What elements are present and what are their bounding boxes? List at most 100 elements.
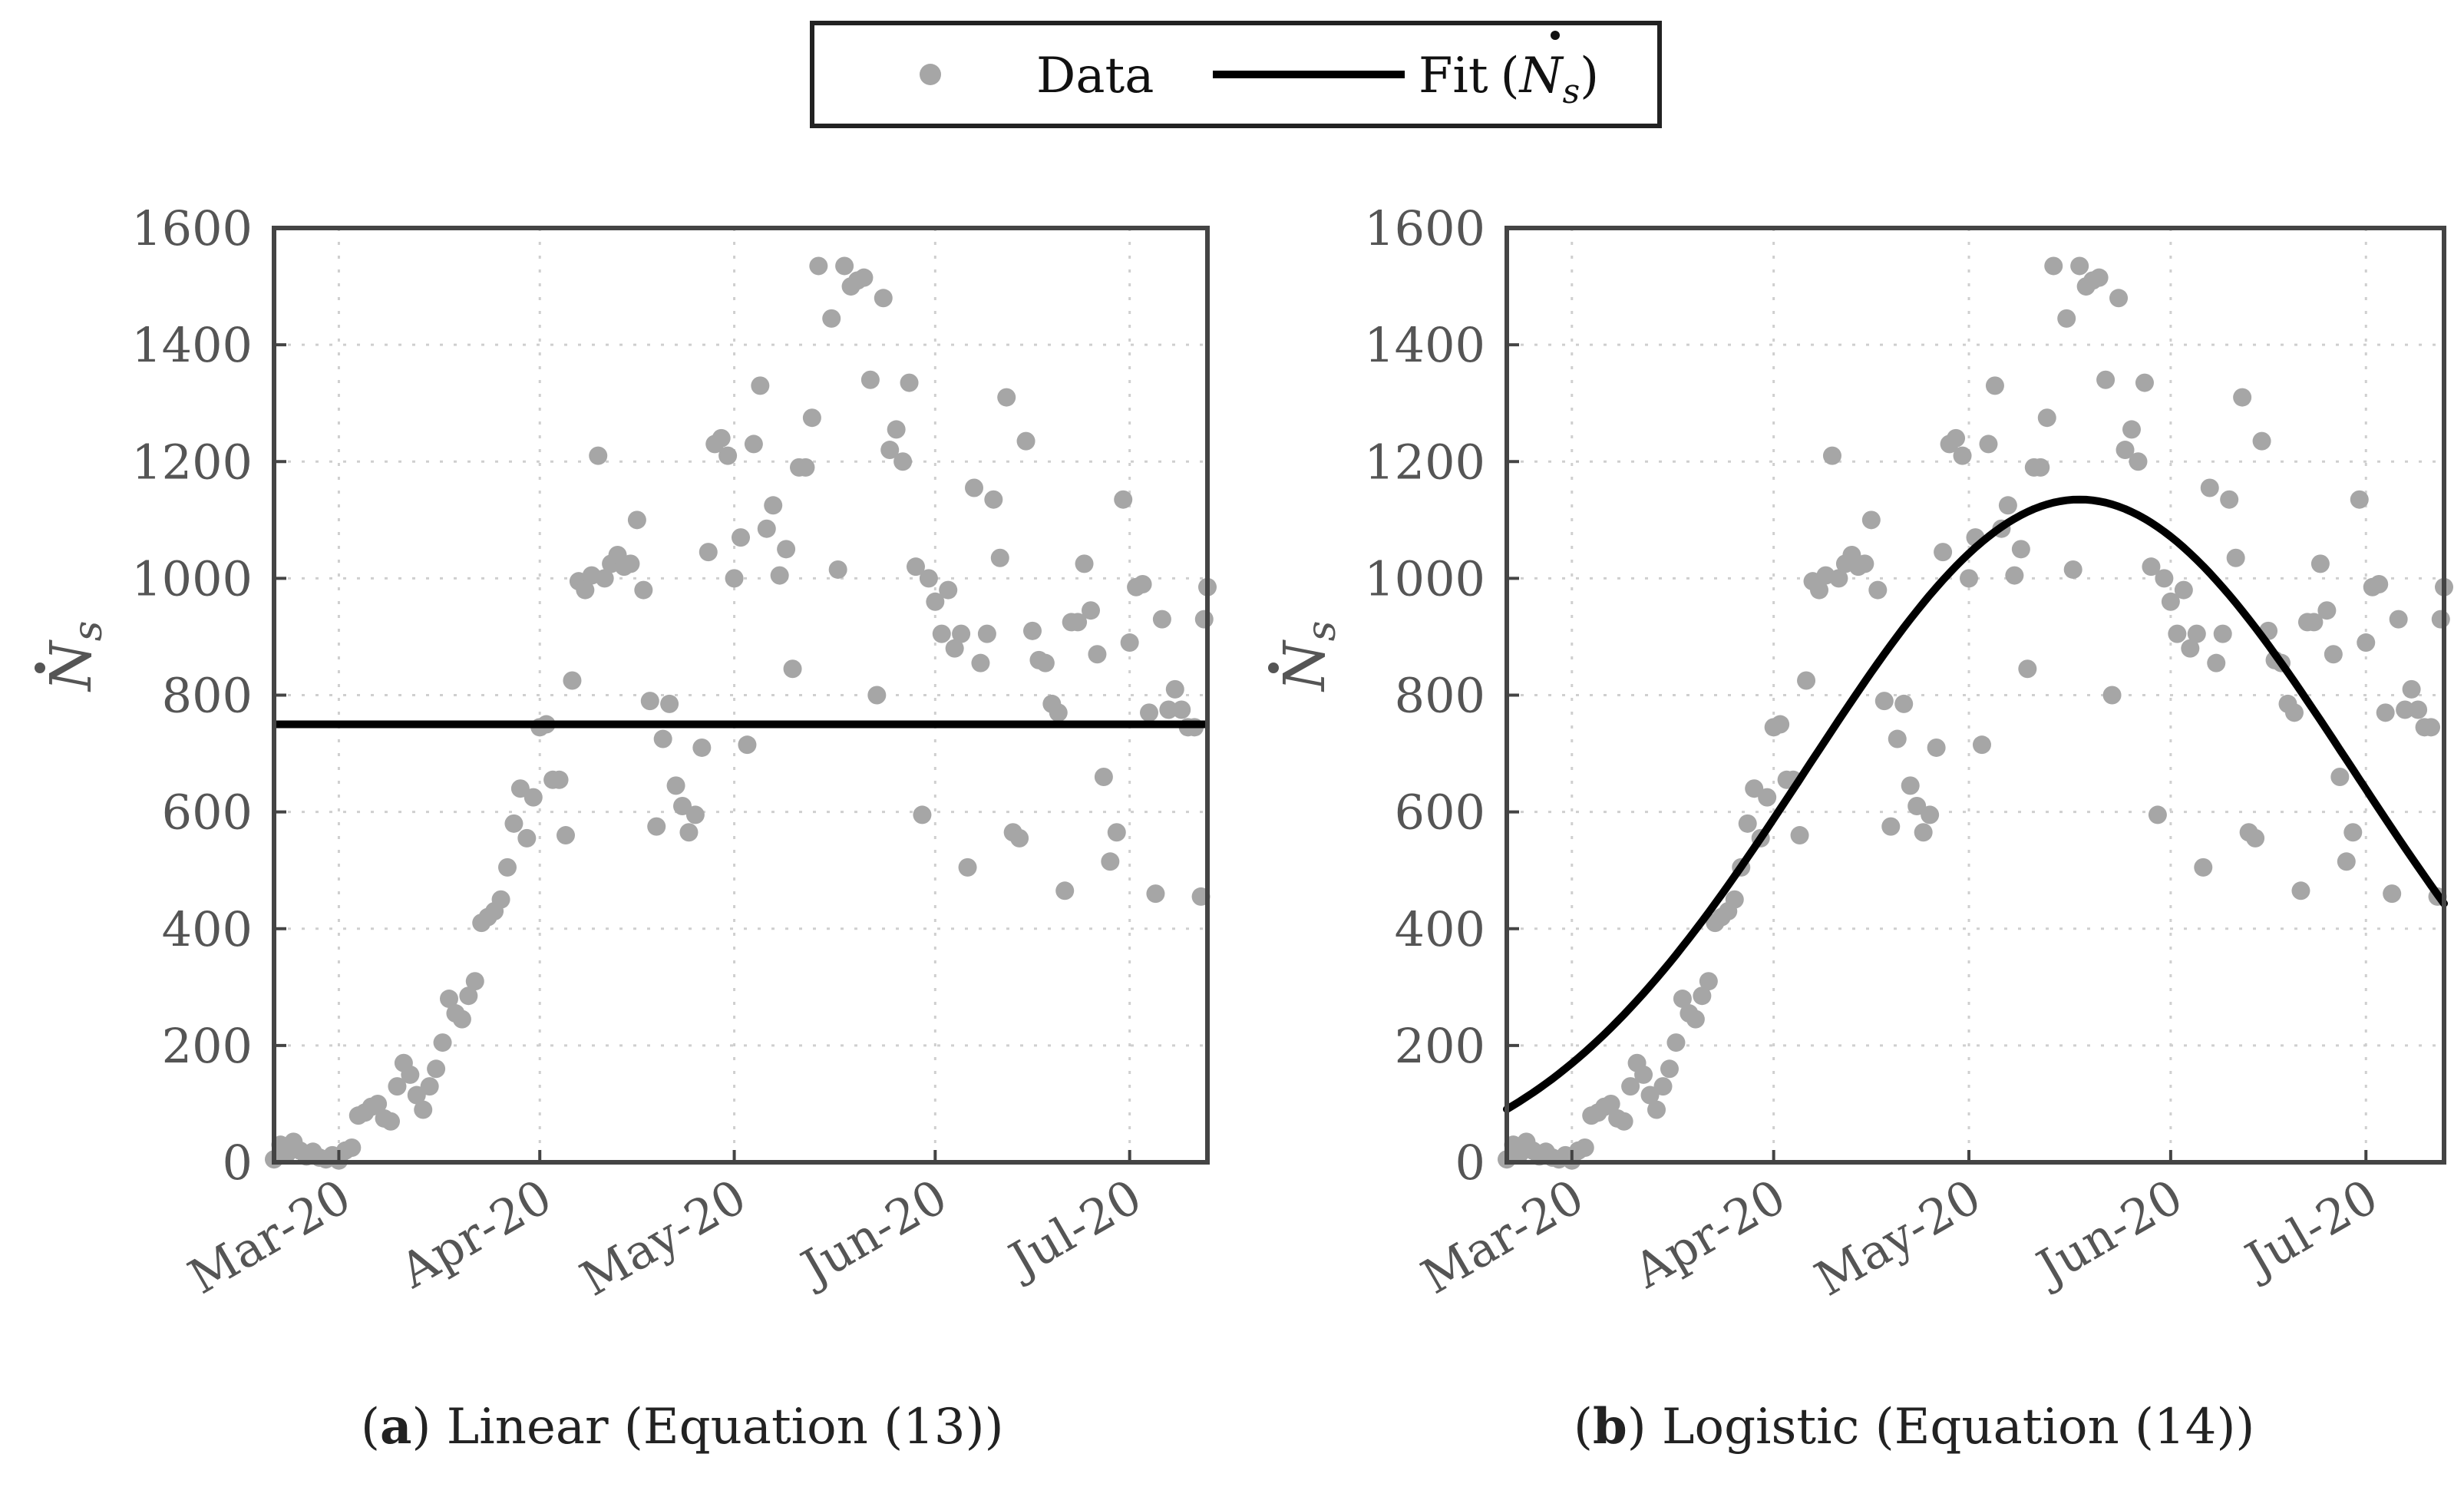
legend-fit-subscript: s (1563, 72, 1580, 111)
data-point-b-99 (2148, 805, 2167, 824)
data-point-a-126 (1088, 645, 1107, 664)
data-point-a-58 (640, 692, 659, 711)
data-point-a-102 (932, 624, 951, 643)
data-point-a-82 (796, 458, 815, 477)
data-point-a-77 (764, 496, 783, 515)
data-point-b-70 (1953, 446, 1972, 465)
data-point-a-100 (919, 569, 938, 588)
data-point-b-133 (2370, 574, 2389, 593)
data-point-a-31 (465, 972, 484, 991)
data-point-b-134 (2376, 703, 2395, 722)
y-axis-label-text-a: Ns (38, 621, 111, 692)
data-point-b-103 (2174, 580, 2193, 600)
data-point-a-61 (660, 694, 679, 713)
data-point-b-143 (2431, 610, 2450, 629)
data-point-b-86 (2063, 560, 2083, 579)
data-point-b-55 (1855, 554, 1874, 573)
y-axis-subscript-b: s (1299, 621, 1345, 642)
data-point-a-44 (550, 770, 569, 789)
legend-data-label: Data (1036, 48, 1154, 104)
data-point-a-138 (1165, 679, 1184, 699)
data-point-b-38 (1745, 779, 1764, 798)
x-tick-label-a-May-20: May-20 (571, 1168, 755, 1307)
data-point-b-137 (2396, 700, 2415, 719)
data-point-b-48 (1810, 580, 1828, 600)
data-point-a-130 (1114, 490, 1133, 509)
data-point-a-70 (718, 446, 738, 465)
y-axis-subscript-a: s (65, 621, 111, 642)
data-point-a-29 (452, 1010, 471, 1029)
data-point-a-37 (504, 814, 524, 833)
data-point-a-106 (958, 858, 977, 877)
data-point-a-95 (887, 420, 906, 439)
data-point-a-101 (926, 592, 945, 611)
data-point-b-106 (2194, 858, 2213, 877)
data-point-a-133 (1133, 574, 1152, 593)
data-point-b-91 (2096, 370, 2116, 389)
legend-fit-label: Fit (Ns) (1419, 48, 1599, 111)
y-tick-label-b-200: 200 (1395, 1018, 1485, 1074)
data-point-a-86 (828, 560, 847, 579)
data-point-b-102 (2168, 624, 2187, 643)
y-tick-label-b-1200: 1200 (1364, 434, 1485, 490)
data-point-b-97 (2135, 373, 2154, 392)
data-point-b-131 (2357, 633, 2376, 653)
data-point-b-108 (2207, 653, 2226, 672)
data-point-a-93 (874, 289, 893, 308)
data-point-b-31 (1699, 972, 1718, 991)
legend-data-marker (920, 64, 941, 85)
data-point-a-35 (491, 890, 510, 909)
data-point-a-123 (1069, 613, 1088, 632)
data-point-a-84 (809, 256, 828, 276)
data-point-b-95 (2122, 420, 2141, 439)
data-point-b-107 (2200, 478, 2219, 497)
data-point-a-80 (783, 659, 802, 679)
data-point-b-114 (2246, 828, 2265, 848)
y-tick-label-a-200: 200 (162, 1018, 253, 1074)
data-point-a-27 (440, 990, 458, 1009)
data-point-b-79 (2011, 540, 2030, 559)
data-point-a-143 (1194, 610, 1214, 629)
data-point-a-105 (952, 624, 971, 643)
data-point-b-51 (1829, 569, 1848, 588)
data-point-b-141 (2422, 718, 2441, 737)
data-point-a-83 (802, 408, 821, 428)
data-point-b-29 (1686, 1010, 1705, 1029)
data-point-a-73 (738, 735, 757, 755)
legend-fit-dot-accent (1551, 31, 1560, 40)
data-point-a-90 (854, 268, 874, 287)
data-point-a-75 (751, 376, 770, 395)
data-point-a-21 (401, 1065, 420, 1084)
data-point-a-16 (368, 1094, 388, 1113)
y-tick-label-a-800: 800 (162, 668, 253, 724)
y-tick-label-b-600: 600 (1395, 785, 1485, 841)
y-axis-symbol-a: N (38, 639, 104, 692)
data-points-b (1498, 256, 2453, 1170)
data-point-b-98 (2142, 557, 2161, 577)
data-point-b-21 (1634, 1065, 1653, 1084)
data-point-a-78 (770, 566, 789, 585)
y-tick-label-b-400: 400 (1395, 901, 1485, 957)
data-point-a-125 (1082, 601, 1100, 620)
y-tick-label-b-1400: 1400 (1364, 317, 1485, 373)
data-point-a-97 (900, 373, 919, 392)
data-point-b-110 (2220, 490, 2239, 509)
data-point-a-62 (666, 776, 685, 795)
data-point-b-35 (1725, 890, 1744, 909)
data-point-b-56 (1861, 511, 1881, 530)
data-point-a-50 (589, 446, 608, 465)
x-tick-label-b-Jun-20: Jun-20 (2024, 1168, 2192, 1298)
y-axis-dot-accent-a (35, 663, 45, 673)
data-point-a-103 (939, 580, 958, 600)
data-point-a-65 (685, 805, 705, 824)
data-point-a-59 (647, 817, 666, 836)
data-point-a-18 (381, 1112, 400, 1131)
data-point-a-66 (692, 738, 712, 757)
y-tick-label-a-1000: 1000 (131, 550, 253, 606)
data-point-b-101 (2161, 592, 2180, 611)
data-point-b-69 (1947, 428, 1966, 448)
data-point-a-139 (1172, 700, 1191, 719)
data-point-b-61 (1894, 694, 1914, 713)
data-point-b-138 (2402, 679, 2421, 699)
